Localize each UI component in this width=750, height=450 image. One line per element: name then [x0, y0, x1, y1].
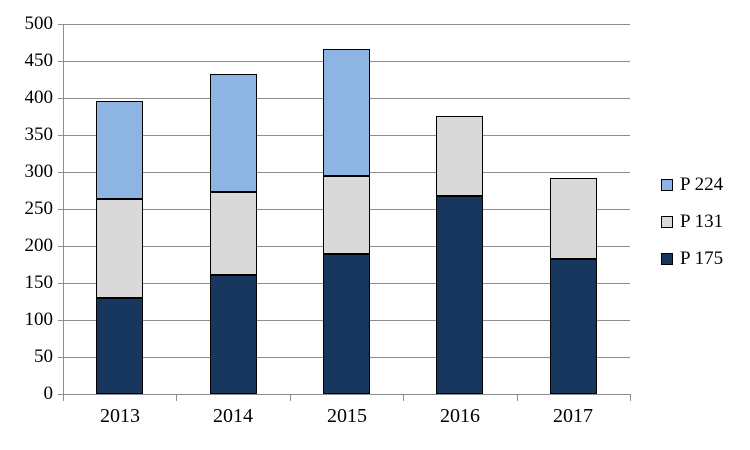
y-axis-tick [58, 172, 63, 173]
x-axis-tick [630, 394, 631, 401]
bar-segment-p-131-2017 [550, 178, 597, 259]
bar-segment-p-224-2015 [323, 49, 370, 176]
legend-swatch-icon [661, 253, 673, 265]
x-axis-category-label: 2015 [327, 405, 367, 427]
bar-segment-p-224-2013 [96, 101, 143, 199]
bar-segment-p-224-2014 [210, 74, 257, 192]
x-axis-category-label: 2014 [213, 405, 253, 427]
legend-label: P 224 [680, 174, 724, 195]
legend-swatch-icon [661, 216, 673, 228]
y-axis-tick [58, 135, 63, 136]
y-axis-line [63, 24, 64, 394]
y-axis-tick [58, 24, 63, 25]
x-axis-tick [290, 394, 291, 401]
y-axis-tick [58, 320, 63, 321]
y-axis-tick [58, 394, 63, 395]
x-axis-tick [176, 394, 177, 401]
bar-segment-p-131-2014 [210, 192, 257, 275]
bar-segment-p-175-2017 [550, 259, 597, 394]
x-axis-category-label: 2013 [100, 405, 140, 427]
bar-segment-p-175-2015 [323, 254, 370, 394]
y-axis-tick-label: 100 [24, 309, 54, 330]
x-axis-tick [403, 394, 404, 401]
x-axis-tick [517, 394, 518, 401]
bar-segment-p-131-2013 [96, 199, 143, 298]
y-axis-tick [58, 357, 63, 358]
legend-item-p-175: P 175 [661, 249, 723, 269]
x-axis-tick [63, 394, 64, 401]
gridline [63, 24, 630, 25]
legend-swatch-icon [661, 179, 673, 191]
y-axis-tick [58, 246, 63, 247]
y-axis-tick-label: 0 [43, 383, 54, 404]
legend-item-p-224: P 224 [661, 175, 723, 195]
y-axis-tick-label: 350 [24, 124, 54, 145]
bar-segment-p-131-2016 [436, 116, 483, 196]
y-axis-tick-label: 400 [24, 87, 54, 108]
y-axis-tick-label: 500 [24, 13, 54, 34]
legend-item-p-131: P 131 [661, 212, 723, 232]
y-axis-tick [58, 98, 63, 99]
y-axis-tick-label: 50 [34, 346, 53, 367]
x-axis-category-label: 2017 [553, 405, 593, 427]
bar-segment-p-175-2013 [96, 298, 143, 394]
x-axis-category-label: 2016 [440, 405, 480, 427]
legend-label: P 175 [680, 248, 724, 269]
bar-segment-p-175-2016 [436, 196, 483, 394]
y-axis-tick-label: 200 [24, 235, 54, 256]
y-axis-tick [58, 209, 63, 210]
bar-segment-p-175-2014 [210, 275, 257, 394]
y-axis-tick [58, 61, 63, 62]
legend-label: P 131 [680, 211, 724, 232]
y-axis-tick-label: 300 [24, 161, 54, 182]
x-axis-line [63, 394, 630, 395]
y-axis-tick-label: 150 [24, 272, 54, 293]
bar-segment-p-131-2015 [323, 176, 370, 254]
y-axis-tick-label: 250 [24, 198, 54, 219]
y-axis-tick-label: 450 [24, 50, 54, 71]
y-axis-tick [58, 283, 63, 284]
